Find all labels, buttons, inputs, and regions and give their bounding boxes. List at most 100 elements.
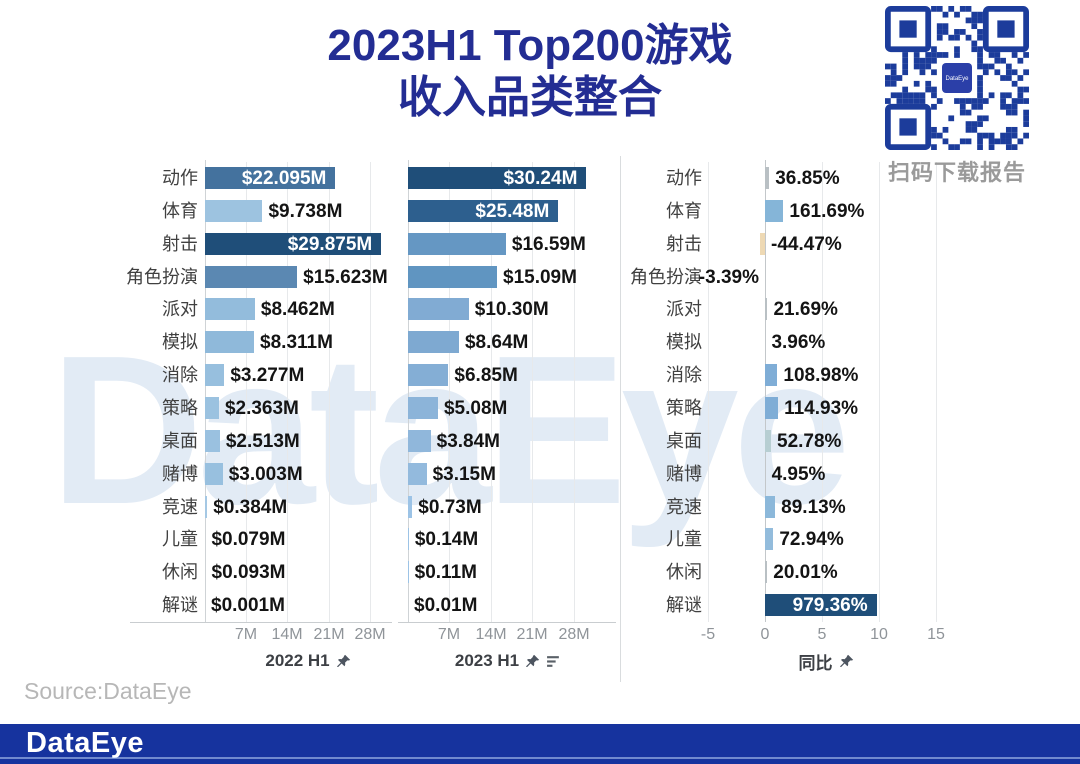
category-label: 儿童: [162, 529, 198, 550]
axis-tick-label: 10: [870, 626, 888, 643]
chart-period-label: 2022 H1: [265, 651, 330, 670]
gridline: [449, 162, 450, 622]
value-label: 52.78%: [777, 430, 842, 452]
bar: [765, 396, 779, 419]
category-label: 模拟: [162, 332, 198, 353]
bar: [408, 528, 410, 551]
value-label: 21.69%: [773, 299, 838, 321]
value-label: -3.39%: [698, 266, 759, 288]
value-label: 36.85%: [775, 168, 840, 189]
category-label: 体育: [666, 200, 702, 221]
bar: [765, 429, 772, 452]
value-label: $0.001M: [211, 595, 285, 617]
value-label: -44.47%: [771, 233, 842, 255]
axis-tick-label: 5: [817, 626, 827, 643]
gridline: [287, 162, 288, 622]
value-label: 89.13%: [781, 496, 846, 518]
value-label: $0.079M: [211, 529, 286, 551]
bar: [408, 167, 587, 189]
bar: [759, 232, 765, 255]
source-credit: Source:DataEye: [24, 678, 192, 704]
value-label: $10.30M: [474, 299, 549, 321]
value-label: 4.95%: [771, 463, 826, 485]
value-label: $0.093M: [211, 562, 286, 584]
value-label: $16.59M: [511, 233, 586, 255]
gridline: [370, 162, 371, 622]
chart-period-label: 同比: [798, 653, 833, 673]
category-label: 休闲: [666, 562, 702, 583]
value-label: $30.24M: [503, 168, 578, 189]
bar: [205, 199, 263, 222]
bar: [408, 298, 469, 321]
bar: [765, 561, 768, 584]
qr-caption: 扫码下载报告: [887, 160, 1026, 185]
value-label: $5.08M: [443, 397, 508, 419]
value-label: $2.513M: [225, 430, 300, 452]
bar: [765, 167, 770, 189]
axis-line: [205, 160, 206, 622]
gridline: [491, 162, 492, 622]
category-label: 射击: [162, 233, 198, 254]
value-label: $15.623M: [303, 266, 388, 288]
value-label: $0.01M: [414, 595, 478, 617]
bar: [765, 364, 778, 387]
bar: [765, 199, 784, 222]
value-label: 3.96%: [771, 332, 826, 354]
category-label: 射击: [666, 233, 702, 254]
value-label: 20.01%: [773, 562, 838, 584]
footer-bar: DataEye: [0, 724, 1080, 764]
qr-block: DataEye 扫码下载报告: [882, 6, 1032, 187]
axis-tick-label: -5: [700, 626, 716, 643]
bar: [408, 265, 498, 288]
value-label: $8.64M: [464, 332, 529, 354]
bar: [205, 396, 219, 419]
bar: [765, 528, 774, 551]
category-label: 动作: [162, 168, 198, 188]
page-title-line1: 2023H1 Top200游戏: [327, 21, 733, 70]
bar: [408, 495, 413, 518]
value-label: $25.48M: [475, 200, 550, 222]
value-label: $3.003M: [228, 463, 303, 485]
bar: [408, 364, 449, 387]
value-label: $8.462M: [260, 299, 335, 321]
category-label: 角色扮演: [630, 266, 702, 287]
bar: [205, 167, 336, 189]
category-label: 派对: [162, 299, 198, 320]
gridline: [822, 162, 823, 622]
value-label: $0.384M: [213, 496, 288, 518]
qr-pattern: DataEye: [885, 6, 1030, 151]
bar: [765, 495, 776, 518]
gridline: [246, 162, 247, 622]
bar: [408, 199, 559, 222]
chart-footer-label: 2022 H1: [248, 649, 368, 673]
value-label: $0.73M: [418, 496, 482, 518]
axis-tick-label: 15: [927, 626, 945, 643]
value-label: $22.095M: [241, 168, 327, 189]
value-label: $0.11M: [414, 562, 477, 584]
bar: [408, 462, 427, 485]
value-label: 161.69%: [789, 200, 865, 222]
axis-tick-label: 7M: [234, 626, 258, 643]
value-label: $9.738M: [268, 200, 343, 222]
page-title-line2: 收入品类整合: [398, 72, 662, 122]
value-label: $6.85M: [454, 365, 518, 387]
value-label: 979.36%: [792, 595, 868, 617]
bar: [205, 232, 382, 255]
value-label: $3.277M: [230, 365, 305, 387]
bar: [408, 396, 438, 419]
category-label: 桌面: [162, 430, 198, 451]
axis-tick-label: 14M: [271, 626, 303, 643]
value-label: $0.14M: [414, 529, 479, 551]
category-label: 解谜: [666, 595, 702, 616]
bar: [408, 331, 459, 354]
value-label: 108.98%: [783, 365, 859, 387]
bar: [765, 594, 877, 617]
axis-baseline: [398, 622, 616, 623]
gridline: [329, 162, 330, 622]
axis-tick-label: 7M: [437, 626, 461, 643]
bar: [408, 561, 410, 584]
qr-code-icon: DataEye: [885, 6, 1030, 151]
chart-footer-label: 同比: [766, 649, 886, 673]
